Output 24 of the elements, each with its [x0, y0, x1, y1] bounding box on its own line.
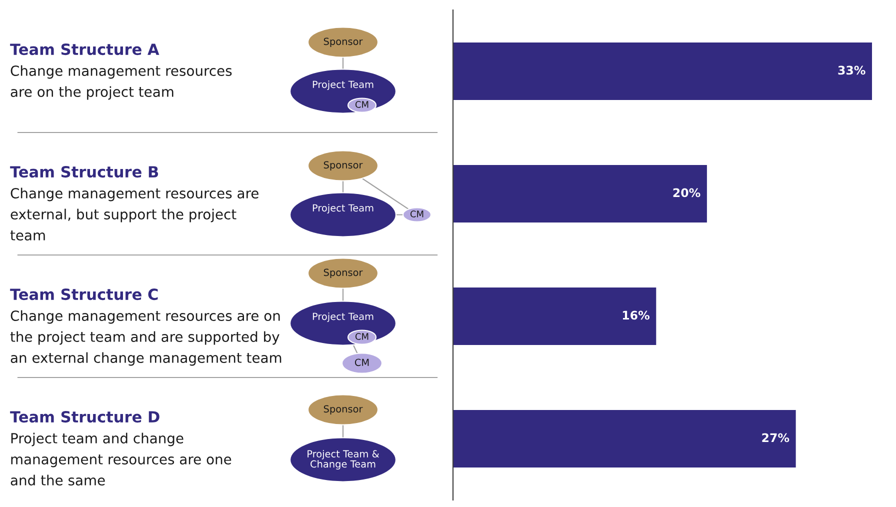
y-tick-label: Team Structure D Project team and change management resources are one and the same [10, 411, 232, 486]
text: Sponsor [324, 268, 363, 278]
bar [453, 287, 656, 346]
text: Sponsor [324, 161, 363, 170]
text: Project Team & Change Team [308, 450, 380, 470]
text: Sponsor [324, 405, 363, 414]
y-tick-label: Team Structure C Change management resources are on the project team and are supported by an external change management team [10, 288, 282, 366]
data-label: 20% [673, 188, 700, 198]
data-label: 27% [762, 433, 790, 442]
text: Project Team [312, 80, 374, 90]
text: CM [410, 210, 424, 218]
text: CM [355, 333, 368, 340]
text: CM [355, 101, 368, 108]
data-label: 33% [838, 66, 866, 75]
text: CM [354, 358, 369, 366]
text: Project Team [312, 204, 374, 214]
text: Sponsor [324, 38, 363, 47]
y-tick-label: Team Structure A Change management resources are on the project team [10, 44, 232, 100]
bar [453, 42, 872, 100]
y-tick-label: Team Structure B Change management resources are external, but support the project team [10, 166, 258, 240]
text: Project Team [312, 312, 374, 322]
data-label: 16% [622, 310, 650, 320]
bar [453, 164, 707, 223]
bar [453, 410, 796, 468]
